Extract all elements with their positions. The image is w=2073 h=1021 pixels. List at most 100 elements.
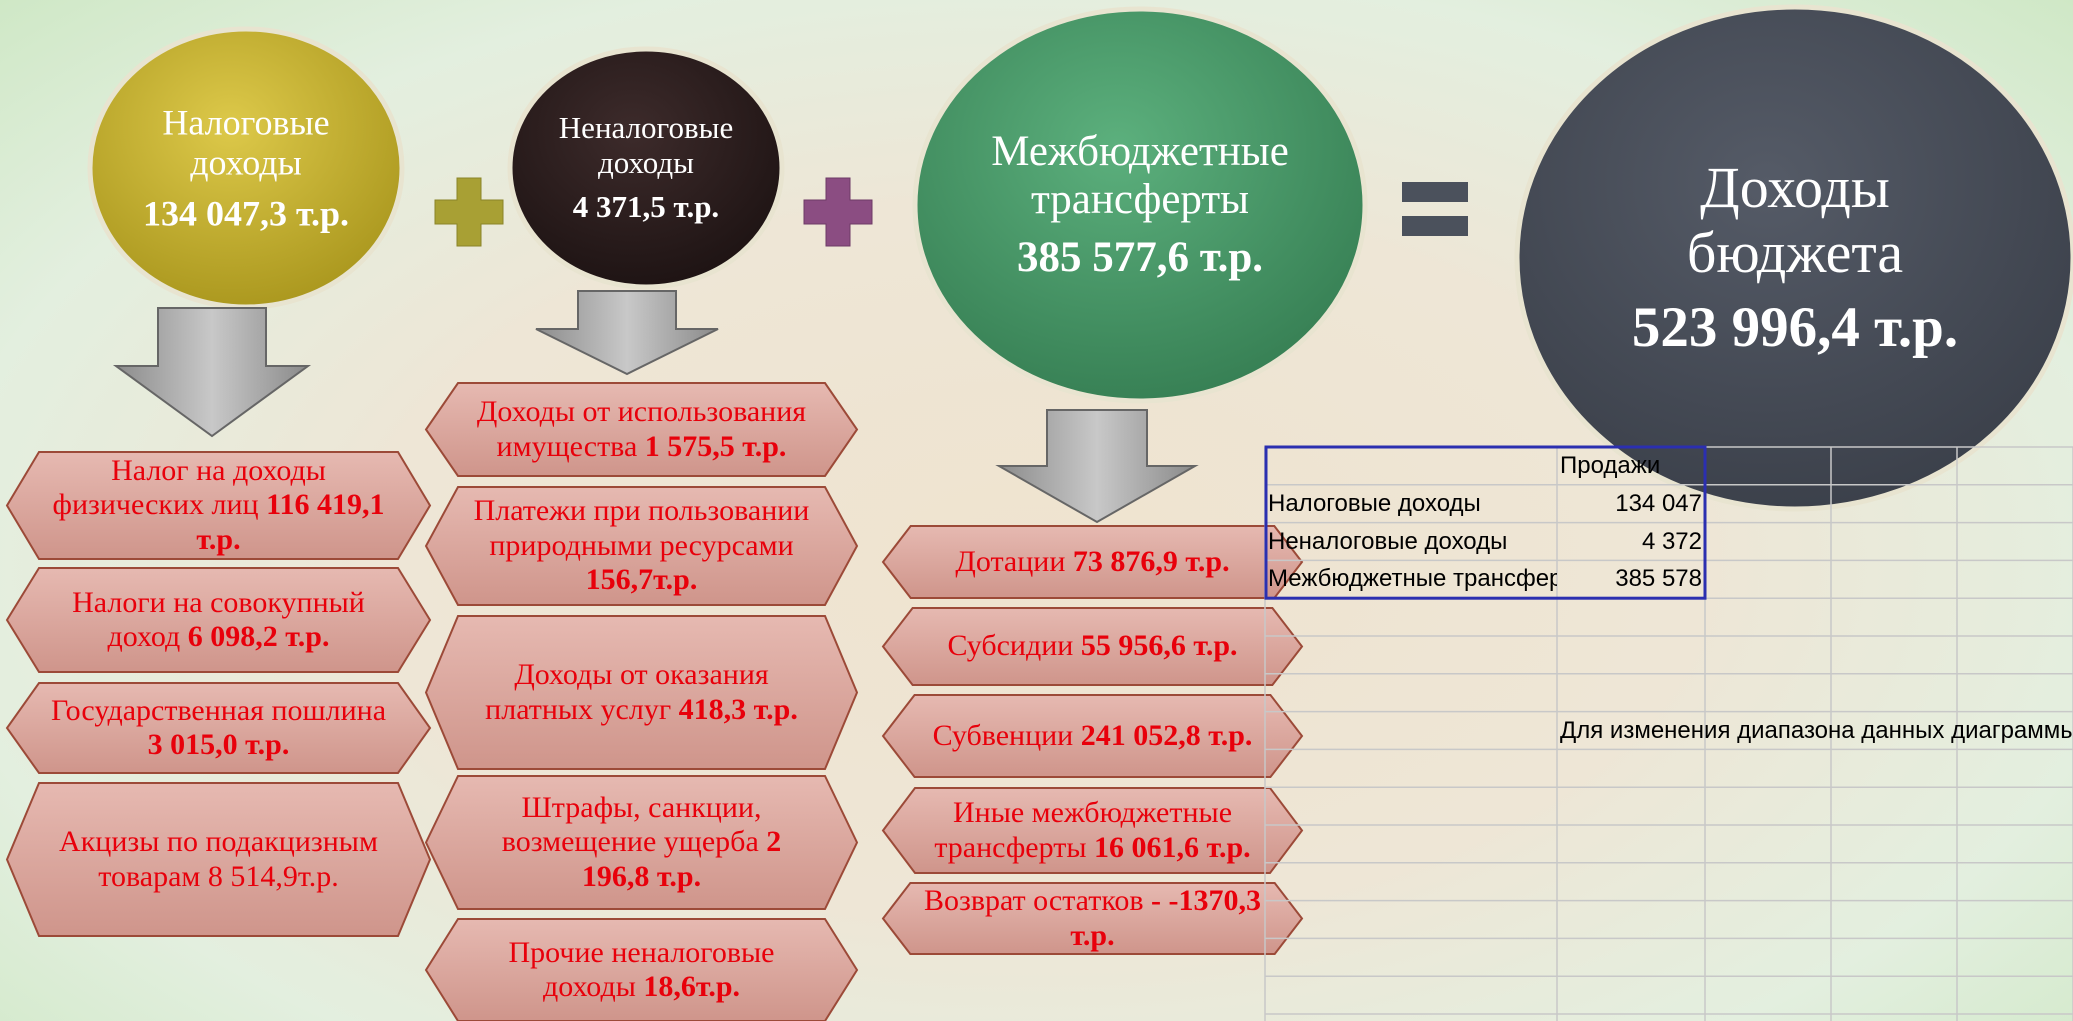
item-amount: 418,3 т.р. <box>678 692 798 726</box>
sheet-label: Неналоговые доходы <box>1268 527 1508 555</box>
item-amount: 156,7т.р. <box>585 563 698 597</box>
hexagon <box>424 382 859 477</box>
item-amount: 3 015,0 т.р. <box>147 728 290 761</box>
circle-title: Доходы бюджета <box>1686 155 1904 286</box>
circle-title: Межбюджетные трансферты <box>991 127 1289 223</box>
hexagon-text: Акцизы по подакцизным товарам 8 514,9т.р… <box>47 825 390 894</box>
arrows <box>112 290 1199 524</box>
hexagon-text: Налоги на совокупный доход 6 098,2 т.р. <box>47 586 390 655</box>
sheet-label: Межбюджетные трансферты <box>1268 565 1557 593</box>
item-amount: 116 419,1 т.р. <box>196 488 385 556</box>
hexagon-text: Иные межбюджетные трансферты 16 061,6 т.… <box>923 796 1262 865</box>
hexagon-label: Акцизы по подакцизным товарам 8 514,9т.р… <box>7 783 430 936</box>
item-amount: 2 196,8 т.р. <box>581 825 782 893</box>
circle-title: Налоговые доходы <box>162 102 330 183</box>
item-name: Акцизы по подакцизным товарам 8 514,9т.р… <box>59 825 378 893</box>
hexagon-text: Субсидии 55 956,6 т.р. <box>947 629 1237 664</box>
hexagon-text: Доходы от оказания платных услуг 418,3 т… <box>466 658 817 727</box>
operators <box>434 177 1468 247</box>
item-amount: 16 061,6 т.р. <box>1093 830 1251 864</box>
hexagon-label: Платежи при пользовании природными ресур… <box>426 487 857 605</box>
item-name: Субвенции <box>932 718 1081 752</box>
equals-bar <box>1402 216 1468 236</box>
data-range-box <box>1264 445 1707 600</box>
circle <box>912 6 1368 404</box>
hexagon <box>424 486 859 606</box>
hexagon-label: Дотации 73 876,9 т.р. <box>883 526 1302 598</box>
item-name: Штрафы, санкции, возмещение ущерба <box>501 790 767 859</box>
item-name: Прочие неналоговые доходы <box>508 935 775 1004</box>
hexagon-text: Платежи при пользовании природными ресур… <box>466 494 817 598</box>
item-name: Иные межбюджетные трансферты <box>934 796 1233 864</box>
circle-label: Межбюджетные трансферты 385 577,6 т.р. <box>960 128 1320 282</box>
hexagon-text: Государственная пошлина 3 015,0 т.р. <box>47 694 390 763</box>
hexagon-label: Иные межбюджетные трансферты 16 061,6 т.… <box>883 788 1302 873</box>
sheet-note: Для изменения диапазона данных диаграммы <box>1560 716 2073 744</box>
hexagon <box>881 787 1304 874</box>
hexagon-label: Штрафы, санкции, возмещение ущерба 2 196… <box>426 776 857 909</box>
item-name: Налог на доходы физических лиц <box>52 453 326 522</box>
circle <box>507 46 785 290</box>
hexagon <box>424 775 859 910</box>
circle-label: Налоговые доходы 134 047,3 т.р. <box>131 103 361 234</box>
hexagon-label: Субсидии 55 956,6 т.р. <box>883 608 1302 685</box>
hexagon-label: Доходы от оказания платных услуг 418,3 т… <box>426 616 857 769</box>
hexagon-label: Налоги на совокупный доход 6 098,2 т.р. <box>7 568 430 672</box>
circle-label: Неналоговые доходы 4 371,5 т.р. <box>531 109 761 225</box>
item-name: Государственная пошлина <box>50 693 387 727</box>
hexagon <box>881 882 1304 955</box>
sheet-label: Налоговые доходы <box>1268 489 1481 517</box>
item-name: Доходы от оказания платных услуг <box>485 658 769 726</box>
item-name: Налоги на совокупный доход <box>72 585 365 654</box>
plus-sign <box>803 177 873 247</box>
equals-bar <box>1402 182 1468 202</box>
item-amount: 55 956,6 т.р. <box>1080 629 1238 663</box>
item-amount: 73 876,9 т.р. <box>1072 544 1230 578</box>
item-amount: 18,6т.р. <box>643 970 741 1003</box>
hexagon-label: Налог на доходы физических лиц 116 419,1… <box>7 452 430 559</box>
hexagon <box>5 682 432 774</box>
hexagon <box>424 918 859 1021</box>
plus-sign <box>434 177 504 247</box>
circle <box>1514 4 2073 512</box>
hexagon-text: Доходы от использования имущества 1 575,… <box>466 395 817 464</box>
hexagon-label: Прочие неналоговые доходы 18,6т.р. <box>426 919 857 1021</box>
circle-value: 523 996,4 т.р. <box>1631 296 1959 360</box>
item-name: Платежи при пользовании природными ресур… <box>473 494 810 562</box>
item-amount: - -1370,3 т.р. <box>1070 884 1262 952</box>
sheet-value: 4 372 <box>1641 527 1702 555</box>
hexagon-text: Налог на доходы физических лиц 116 419,1… <box>47 454 390 558</box>
item-name: Субсидии <box>947 629 1081 663</box>
hexagon <box>424 615 859 770</box>
circle-value: 4 371,5 т.р. <box>572 189 720 225</box>
hexagon-label: Государственная пошлина 3 015,0 т.р. <box>7 683 430 773</box>
item-name: Дотации <box>955 544 1073 578</box>
hexagon <box>881 607 1304 686</box>
hexagon <box>5 451 432 560</box>
hexagon-label: Доходы от использования имущества 1 575,… <box>426 383 857 476</box>
hexagon-text: Дотации 73 876,9 т.р. <box>955 545 1229 580</box>
circle-label: Доходы бюджета 523 996,4 т.р. <box>1585 155 2005 360</box>
sheet-value: 134 047 <box>1615 489 1702 517</box>
hexagon-text: Субвенции 241 052,8 т.р. <box>933 719 1253 754</box>
hexagon-text: Прочие неналоговые доходы 18,6т.р. <box>466 936 817 1005</box>
item-name: Возврат остатков <box>923 884 1152 917</box>
hexagon <box>5 782 432 937</box>
item-amount: 1 575,5 т.р. <box>644 429 787 463</box>
hexagon-label: Возврат остатков - -1370,3 т.р. <box>883 883 1302 954</box>
hexagon <box>5 567 432 673</box>
hexagon-text: Возврат остатков - -1370,3 т.р. <box>923 884 1262 953</box>
down-arrow <box>112 307 312 438</box>
circle-title: Неналоговые доходы <box>558 109 734 180</box>
sheet-header: Продажи <box>1560 452 1661 479</box>
hexagon <box>881 694 1304 778</box>
circle-value: 385 577,6 т.р. <box>1016 234 1264 282</box>
hexagon-label: Субвенции 241 052,8 т.р. <box>883 695 1302 777</box>
item-amount: 6 098,2 т.р. <box>187 620 330 653</box>
down-arrow <box>535 290 719 376</box>
item-amount: 241 052,8 т.р. <box>1080 718 1253 752</box>
item-name: Доходы от использования имущества <box>476 395 807 463</box>
hexagon-text: Штрафы, санкции, возмещение ущерба 2 196… <box>466 791 817 895</box>
